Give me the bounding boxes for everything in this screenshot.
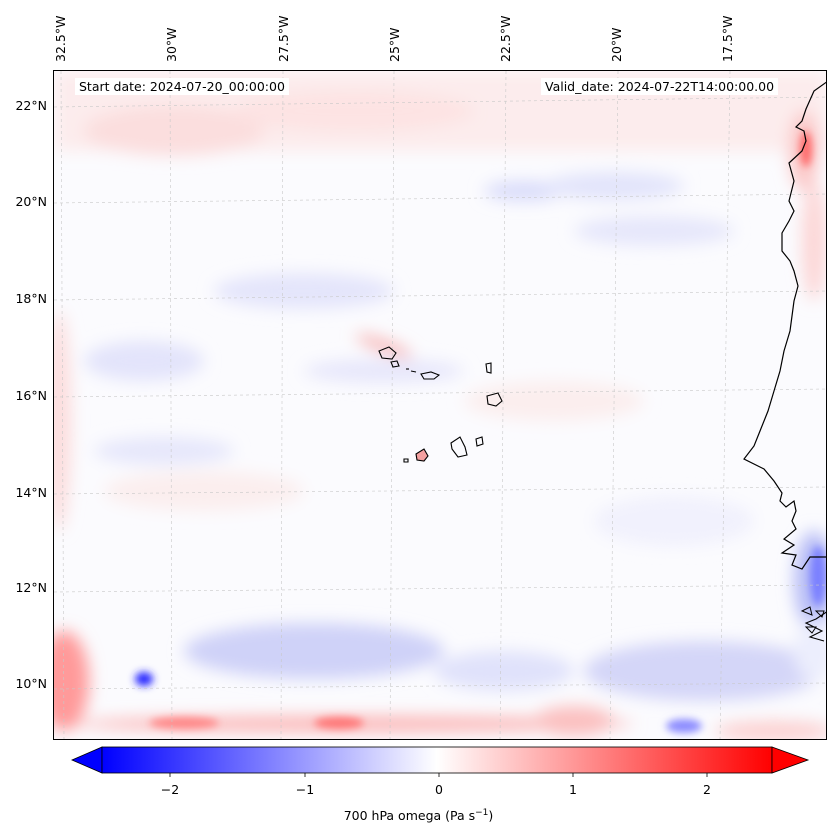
lon-label: 30°W <box>164 27 179 62</box>
colorbar-tick-label: 1 <box>569 782 577 797</box>
colorbar-tick-label: 2 <box>703 782 711 797</box>
graticule <box>54 71 826 739</box>
colorbar-ticks <box>169 773 708 777</box>
colorbar-label: 700 hPa omega (Pa s−1) <box>343 808 494 824</box>
colorbar-tick-label: −1 <box>295 782 315 797</box>
lon-label: 25°W <box>387 27 402 62</box>
lat-label: 20°N <box>15 194 47 209</box>
lat-label: 14°N <box>15 485 47 500</box>
lon-label: 27.5°W <box>276 15 291 62</box>
lon-label: 22.5°W <box>498 15 513 62</box>
lon-label: 17.5°W <box>720 15 735 62</box>
africa-coastline <box>743 81 826 570</box>
lat-label: 16°N <box>15 388 47 403</box>
colorbar-high-extend <box>771 746 810 774</box>
colorbar-tick-label: −2 <box>160 782 180 797</box>
omega-field-map <box>54 71 826 739</box>
start-date-label: Start date: 2024-07-20_00:00:00 <box>75 78 289 95</box>
colorbar-tick-label: 0 <box>435 782 443 797</box>
colorbar-low-extend <box>70 746 103 774</box>
bissagos-islands <box>800 606 825 634</box>
valid-date-label: Valid_date: 2024-07-22T14:00:00.00 <box>541 78 779 95</box>
omega-strong-cells <box>135 131 826 733</box>
lat-label: 18°N <box>15 291 47 306</box>
lon-label: 32.5°W <box>53 15 68 62</box>
cape-verde-islands <box>378 346 503 463</box>
colorbar <box>70 746 810 777</box>
omega-shading <box>54 71 826 739</box>
lat-label: 10°N <box>15 676 47 691</box>
colorbar-body <box>101 746 773 774</box>
lat-label: 22°N <box>15 98 47 113</box>
lon-label: 20°W <box>609 27 624 62</box>
map-panel <box>53 70 827 740</box>
lat-label: 12°N <box>15 580 47 595</box>
